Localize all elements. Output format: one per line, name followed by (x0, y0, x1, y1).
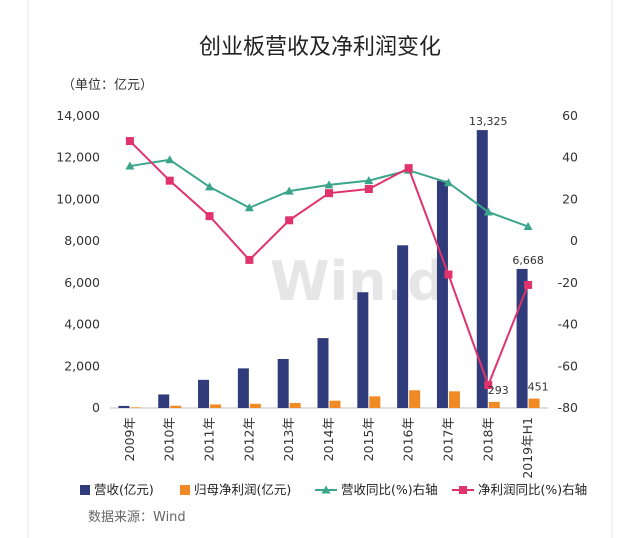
data-label: 13,325 (469, 115, 508, 128)
profit-growth-point (444, 270, 453, 279)
revenue-growth-point (364, 176, 374, 185)
legend-marker (321, 485, 331, 494)
legend-swatch (180, 485, 190, 495)
data-label: 451 (528, 381, 549, 394)
x-tick-label: 2011年 (202, 417, 217, 461)
data-label: 293 (488, 384, 509, 397)
revenue-growth-point (125, 161, 135, 170)
y-right-tick-label: 0 (570, 233, 578, 248)
bar-revenue (237, 368, 249, 408)
y-left-tick-label: 4,000 (64, 317, 100, 332)
bar-net-profit (488, 401, 500, 408)
bar-revenue (198, 379, 210, 408)
legend-swatch (80, 485, 90, 495)
data-label: 6,668 (512, 254, 544, 267)
y-left-tick-label: 12,000 (56, 150, 100, 165)
source-note: 数据来源：Wind (88, 510, 186, 525)
legend-label: 营收同比(%)右轴 (341, 482, 438, 497)
bar-net-profit (170, 405, 182, 408)
revenue-growth-point (205, 182, 215, 191)
bar-net-profit (130, 407, 142, 408)
y-left-tick-label: 2,000 (64, 358, 100, 373)
revenue-growth-point (483, 207, 493, 216)
bar-net-profit (448, 391, 460, 408)
y-left-tick-label: 10,000 (56, 191, 100, 206)
bar-revenue (158, 394, 170, 408)
bar-revenue (436, 180, 448, 408)
profit-growth-point (245, 255, 254, 264)
bar-net-profit (528, 398, 540, 408)
y-right-tick-label: -60 (558, 358, 578, 373)
profit-growth-point (524, 280, 533, 289)
bar-net-profit (210, 404, 222, 408)
profit-growth-point (165, 176, 174, 185)
profit-growth-point (285, 216, 294, 225)
profit-growth-point (364, 185, 373, 193)
legend-label: 净利润同比(%)右轴 (478, 482, 587, 497)
x-tick-label: 2018年 (480, 417, 495, 461)
revenue-growth-point (284, 186, 294, 195)
profit-growth-point (205, 212, 214, 221)
bar-revenue (317, 338, 329, 408)
x-tick-label: 2016年 (401, 417, 416, 461)
bar-net-profit (409, 390, 421, 408)
bar-revenue (516, 268, 528, 408)
bar-revenue (476, 130, 488, 409)
y-right-tick-label: 40 (562, 150, 578, 165)
y-right-tick-label: -20 (558, 275, 578, 290)
profit-growth-point (125, 137, 134, 146)
x-tick-label: 2014年 (321, 417, 336, 461)
revenue-growth-point (443, 178, 453, 187)
bar-net-profit (249, 403, 261, 408)
y-left-tick-label: 0 (92, 400, 100, 415)
bar-revenue (277, 358, 289, 408)
y-left-tick-label: 14,000 (56, 108, 100, 123)
profit-growth-point (484, 381, 493, 390)
revenue-growth-point (324, 180, 334, 189)
y-right-tick-label: 20 (562, 191, 578, 206)
bar-revenue (357, 292, 369, 408)
profit-growth-point (325, 189, 333, 198)
x-tick-label: 2013年 (281, 417, 296, 461)
revenue-growth-point (244, 203, 254, 212)
y-right-tick-label: -80 (558, 400, 578, 415)
legend-label: 营收(亿元) (94, 482, 154, 497)
unit-label: （单位：亿元） (62, 78, 153, 93)
bar-net-profit (289, 402, 301, 408)
bar-net-profit (369, 396, 381, 408)
bar-revenue (118, 405, 130, 408)
revenue-growth-point (165, 155, 175, 164)
bar-net-profit (329, 400, 341, 408)
x-tick-label: 2010年 (162, 417, 177, 461)
bar-revenue (397, 245, 409, 408)
y-left-tick-label: 8,000 (64, 233, 100, 248)
x-tick-label: 2017年 (440, 417, 455, 461)
revenue-growth-point (523, 222, 533, 231)
legend-marker (459, 486, 467, 494)
y-right-tick-label: 60 (562, 108, 578, 123)
x-tick-label: 2019年H1 (520, 417, 535, 479)
y-right-tick-label: -40 (558, 317, 578, 332)
x-tick-label: 2015年 (361, 417, 376, 461)
y-left-tick-label: 6,000 (64, 275, 100, 290)
chart-title: 创业板营收及净利润变化 (199, 35, 441, 60)
x-tick-label: 2009年 (122, 417, 137, 461)
x-tick-label: 2012年 (241, 417, 256, 461)
legend-label: 归母净利润(亿元) (194, 482, 291, 497)
profit-growth-point (404, 164, 413, 173)
